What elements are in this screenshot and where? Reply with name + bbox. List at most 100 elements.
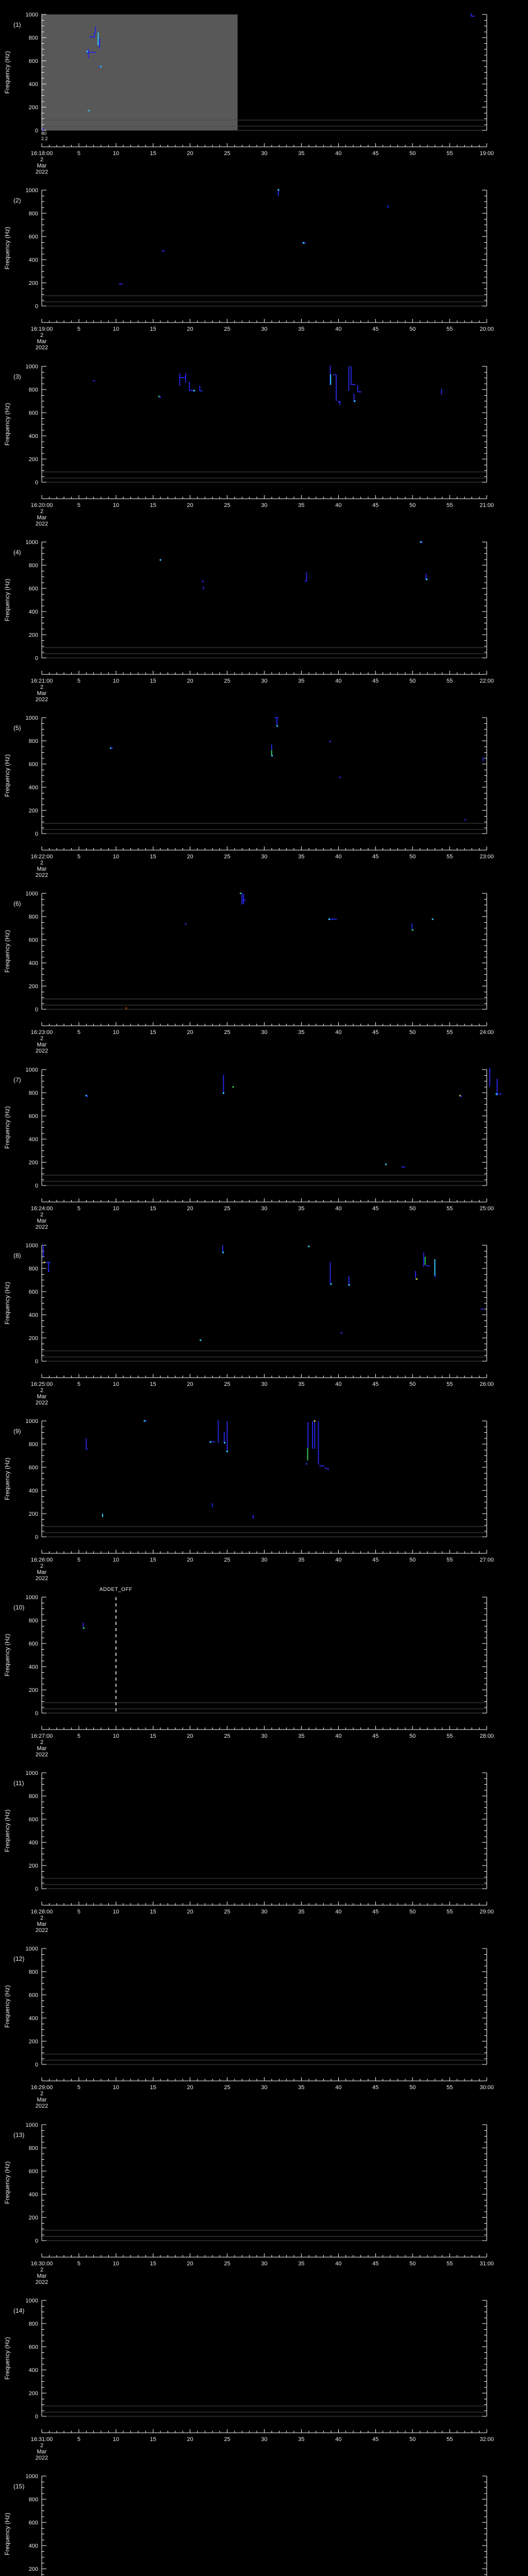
x-tick-label: 25: [224, 1381, 230, 1387]
x-tick-label: 45: [372, 326, 378, 332]
panel-number: (2): [13, 197, 21, 204]
time-axis: [41, 319, 487, 323]
date-label: 2022: [36, 1224, 48, 1230]
time-axis: [41, 2429, 487, 2433]
spectrogram-panel-6: 0 200 400 600 800 1000 Frequency (Hz) (6) 16:23:…: [4, 891, 494, 1054]
y-tick-label: 400: [29, 2015, 38, 2022]
y-tick-label: 0: [35, 2414, 38, 2420]
x-tick-label: 10: [113, 1909, 119, 1915]
spectrogram-panel-10: 0 200 400 600 800 1000 Frequency (Hz) (10) 16:27…: [4, 1587, 494, 1758]
time-axis: [41, 1022, 487, 1026]
y-tick-label: 400: [29, 2543, 38, 2549]
axis-annotation: 2.2: [41, 136, 48, 141]
x-tick-label: 10: [113, 2436, 119, 2443]
x-tick-label: 35: [298, 326, 304, 332]
date-label: 2022: [36, 169, 48, 175]
y-axis-title: Frequency (Hz): [4, 1809, 11, 1852]
axis-annotation: 80: [41, 131, 46, 136]
end-time-label: 25:00: [480, 1206, 494, 1212]
x-tick-label: 55: [447, 326, 453, 332]
x-tick-label: 10: [113, 1557, 119, 1563]
y-tick-label: 600: [29, 2168, 38, 2175]
x-tick-label: 10: [113, 1733, 119, 1739]
y-tick-label: 400: [29, 1664, 38, 1670]
x-tick-label: 35: [298, 2261, 304, 2267]
x-tick-label: 40: [335, 1381, 341, 1387]
x-tick-label: 10: [113, 1381, 119, 1387]
date-label: 2022: [36, 1400, 48, 1406]
detection-marks: [119, 189, 389, 285]
y-tick-label: 800: [29, 1618, 38, 1624]
detection-marks: [159, 541, 427, 590]
x-tick-label: 5: [77, 2436, 80, 2443]
date-label: 2022: [36, 2103, 48, 2109]
date-label: 2022: [36, 1752, 48, 1758]
y-axis-title: Frequency (Hz): [4, 1106, 11, 1149]
x-tick-label: 10: [113, 1206, 119, 1212]
y-tick-label: 600: [29, 1289, 38, 1295]
y-tick-label: 0: [35, 1007, 38, 1013]
date-label: Mar: [37, 1042, 47, 1048]
x-tick-label: 5: [77, 1029, 80, 1036]
y-tick-label: 200: [29, 2215, 38, 2221]
x-tick-label: 40: [335, 2436, 341, 2443]
panel-number: (1): [13, 21, 21, 28]
x-tick-label: 5: [77, 2084, 80, 2091]
x-tick-label: 35: [298, 854, 304, 860]
time-axis: [41, 846, 487, 851]
x-tick-label: 25: [224, 2084, 230, 2091]
time-axis: [41, 671, 487, 675]
x-tick-label: 55: [447, 2084, 453, 2091]
y-tick-label: 800: [29, 35, 38, 41]
y-tick-label: 200: [29, 456, 38, 463]
start-time-label: 16:28:00: [31, 1909, 53, 1915]
x-tick-label: 15: [150, 1029, 156, 1036]
end-time-label: 32:00: [480, 2436, 494, 2443]
x-tick-label: 20: [187, 502, 193, 509]
x-tick-label: 25: [224, 502, 230, 509]
x-tick-label: 40: [335, 326, 341, 332]
x-tick-label: 40: [335, 150, 341, 157]
y-tick-label: 600: [29, 586, 38, 592]
x-tick-label: 50: [409, 1029, 416, 1036]
y-tick-label: 600: [29, 1992, 38, 1998]
x-tick-label: 15: [150, 2261, 156, 2267]
start-time-label: 16:24:00: [31, 1206, 53, 1212]
end-time-label: 21:00: [480, 502, 494, 509]
event-label: ADDET_OFF: [100, 1587, 133, 1592]
x-tick-label: 10: [113, 2261, 119, 2267]
frequency-axes: [41, 1597, 487, 1714]
x-tick-label: 20: [187, 1909, 193, 1915]
date-label: Mar: [37, 1569, 47, 1575]
x-tick-label: 25: [224, 1029, 230, 1036]
x-tick-label: 55: [447, 1206, 453, 1212]
x-tick-label: 20: [187, 1733, 193, 1739]
x-tick-label: 20: [187, 2261, 193, 2267]
x-tick-label: 25: [224, 1909, 230, 1915]
frequency-axes: [41, 190, 487, 307]
frequency-axes: [41, 1948, 487, 2065]
y-tick-label: 0: [35, 1183, 38, 1189]
x-tick-label: 40: [335, 1029, 341, 1036]
x-tick-label: 15: [150, 2084, 156, 2091]
frequency-axes: [41, 14, 487, 131]
x-tick-label: 5: [77, 1557, 80, 1563]
panel-number: (7): [13, 1076, 21, 1083]
y-tick-label: 600: [29, 410, 38, 416]
panel-number: (13): [13, 2131, 24, 2139]
date-label: 2: [40, 860, 43, 866]
frequency-axes: [41, 1245, 487, 1362]
x-tick-label: 35: [298, 2436, 304, 2443]
frequency-axes: [41, 717, 487, 834]
x-tick-label: 35: [298, 502, 304, 509]
time-axis: [41, 1726, 487, 1730]
date-label: 2022: [36, 2279, 48, 2285]
y-tick-label: 400: [29, 785, 38, 791]
x-tick-label: 10: [113, 502, 119, 509]
y-tick-label: 400: [29, 2367, 38, 2374]
y-tick-label: 0: [35, 831, 38, 837]
x-tick-label: 15: [150, 1733, 156, 1739]
x-tick-label: 15: [150, 1909, 156, 1915]
